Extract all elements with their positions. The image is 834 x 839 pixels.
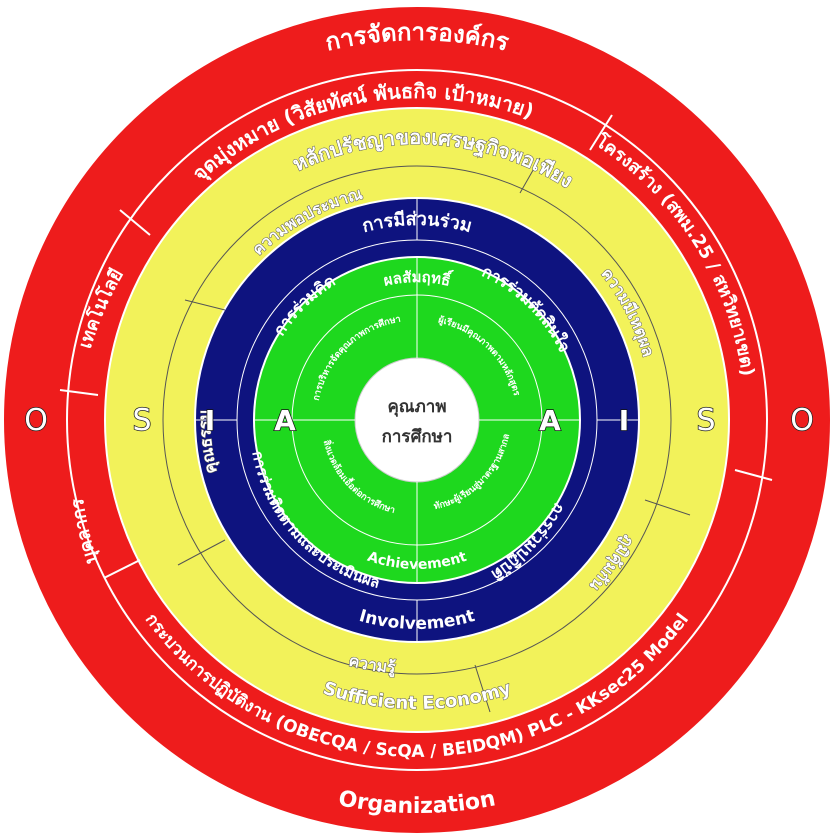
sufficiency-segment-knowledge: ความรู้	[347, 651, 397, 679]
center-circle	[354, 357, 480, 483]
letter-o-left: O	[24, 403, 48, 438]
achievement-top-label: ผลสัมฤทธิ์	[382, 267, 455, 290]
letter-o-right: O	[790, 403, 814, 438]
sufficiency-ring-inner-line	[162, 165, 672, 675]
achievement-dividers	[254, 257, 580, 583]
letter-i-right: I	[619, 404, 629, 437]
letter-s-left: S	[132, 403, 151, 438]
center-line-2: การศึกษา	[382, 427, 453, 447]
letter-i-left: I	[205, 404, 215, 437]
organization-dividers	[59, 114, 773, 579]
letter-a-right: A	[539, 404, 561, 437]
organization-ring-inner-line	[66, 69, 768, 771]
center-line-1: คุณภาพ	[387, 397, 446, 417]
letter-a-left: A	[274, 404, 296, 437]
sufficiency-dividers	[177, 157, 691, 713]
involvement-dividers	[195, 198, 639, 642]
letter-s-right: S	[696, 403, 715, 438]
